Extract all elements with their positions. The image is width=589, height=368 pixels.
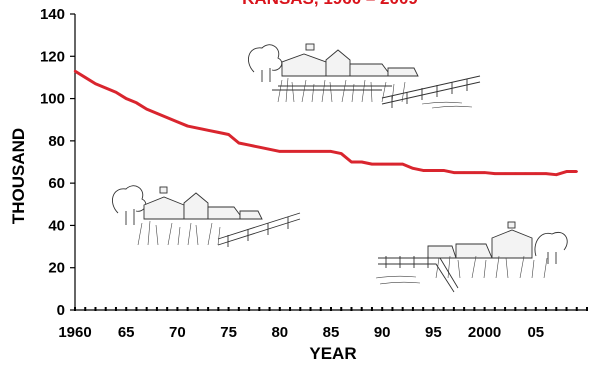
data-point xyxy=(156,112,158,114)
data-point xyxy=(135,102,137,104)
data-point xyxy=(401,163,403,165)
data-point xyxy=(115,91,117,93)
data-point xyxy=(463,171,465,173)
data-point xyxy=(227,133,229,135)
data-point xyxy=(125,97,127,99)
data-point xyxy=(279,150,281,152)
data-point xyxy=(84,76,86,78)
data-point xyxy=(524,172,526,174)
x-tick-label: 05 xyxy=(527,324,544,341)
data-point xyxy=(391,163,393,165)
farm-sketch-left-illustration xyxy=(112,186,300,247)
y-tick-label: 0 xyxy=(57,302,65,319)
data-point xyxy=(176,121,178,123)
data-point xyxy=(412,167,414,169)
data-point xyxy=(197,127,199,129)
y-tick-label: 80 xyxy=(48,133,65,150)
data-point xyxy=(320,150,322,152)
data-point xyxy=(494,172,496,174)
data-point xyxy=(268,148,270,150)
data-point xyxy=(94,83,96,85)
data-point xyxy=(453,171,455,173)
y-axis-ticks: 0 20 40 60 80 100 120 140 xyxy=(40,6,75,319)
data-point xyxy=(565,170,567,172)
x-tick-label: 85 xyxy=(323,324,340,341)
data-point xyxy=(555,173,557,175)
y-tick-label: 40 xyxy=(48,217,65,234)
data-point xyxy=(330,150,332,152)
data-point xyxy=(74,70,76,72)
data-point xyxy=(217,131,219,133)
farm-sketch-top-illustration xyxy=(248,44,480,108)
x-axis-ticks: 1960 65 70 75 80 85 90 95 2000 05 xyxy=(58,324,544,341)
data-point xyxy=(473,171,475,173)
data-point xyxy=(576,170,578,172)
x-tick-label: 75 xyxy=(220,324,237,341)
x-axis-title: YEAR xyxy=(309,344,356,363)
data-point xyxy=(381,163,383,165)
data-point xyxy=(238,142,240,144)
y-tick-label: 120 xyxy=(40,48,65,65)
y-axis-title: THOUSAND xyxy=(9,128,28,224)
data-point xyxy=(422,169,424,171)
data-point xyxy=(483,171,485,173)
data-point xyxy=(535,172,537,174)
data-point xyxy=(350,161,352,163)
data-point xyxy=(309,150,311,152)
x-tick-label: 65 xyxy=(118,324,135,341)
data-point xyxy=(299,150,301,152)
data-point xyxy=(545,172,547,174)
x-tick-label: 90 xyxy=(374,324,391,341)
farm-sketch-right-illustration xyxy=(376,222,567,292)
data-point xyxy=(371,163,373,165)
data-point xyxy=(361,161,363,163)
data-point xyxy=(442,169,444,171)
x-tick-label: 1960 xyxy=(58,324,91,341)
y-tick-label: 60 xyxy=(48,175,65,192)
series-line xyxy=(75,71,577,175)
x-tick-label: 2000 xyxy=(468,324,501,341)
x-tick-label: 80 xyxy=(271,324,288,341)
data-point xyxy=(289,150,291,152)
data-point xyxy=(186,125,188,127)
data-point xyxy=(207,129,209,131)
data-point xyxy=(340,152,342,154)
data-point xyxy=(258,146,260,148)
y-tick-label: 20 xyxy=(48,260,65,277)
x-tick-label: 95 xyxy=(425,324,442,341)
data-point xyxy=(504,172,506,174)
data-point xyxy=(248,144,250,146)
chart-title: KANSAS, 1960 – 2009 xyxy=(242,0,418,8)
data-point xyxy=(145,108,147,110)
data-point xyxy=(432,169,434,171)
x-tick-label: 70 xyxy=(169,324,186,341)
data-point xyxy=(514,172,516,174)
y-tick-label: 100 xyxy=(40,91,65,108)
data-point xyxy=(166,116,168,118)
data-point xyxy=(105,87,107,89)
y-tick-label: 140 xyxy=(40,6,65,23)
